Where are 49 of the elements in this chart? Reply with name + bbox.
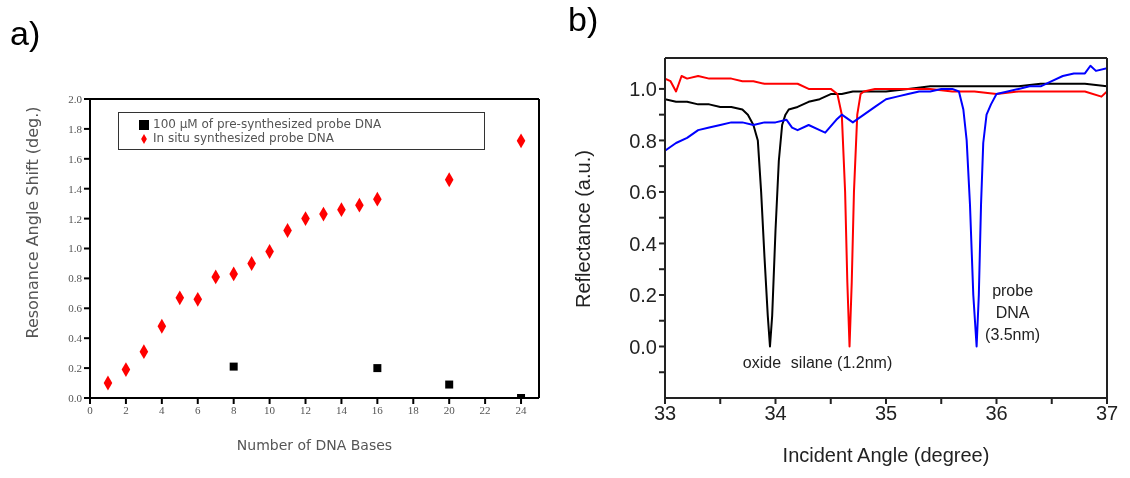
point <box>373 364 382 373</box>
y-tick-label: 0.2 <box>629 284 657 307</box>
y-tick-label: 1.0 <box>629 78 657 101</box>
y-axis-title: Resonance Angle Shift (deg.) <box>22 106 42 339</box>
y-tick-label: 2.0 <box>68 92 83 105</box>
y-tick-label: 0.0 <box>68 391 83 404</box>
x-tick-label: 8 <box>230 403 237 416</box>
y-tick-label: 0.6 <box>68 302 83 315</box>
annotation: oxide <box>742 354 782 372</box>
annotation: probe DNA (3.5nm) <box>985 282 1041 344</box>
annotation: silane (1.2nm) <box>790 354 893 372</box>
x-tick-label: 12 <box>300 403 312 416</box>
x-tick-label: 18 <box>407 403 420 416</box>
x-tick-label: 0 <box>87 403 94 416</box>
y-tick-label: 1.0 <box>68 242 83 255</box>
y-tick-label: 0.8 <box>68 272 83 285</box>
x-tick-label: 24 <box>515 403 528 416</box>
x-tick-label: 16 <box>371 403 384 416</box>
y-tick-label: 1.2 <box>68 212 82 225</box>
x-tick-label: 33 <box>653 402 677 425</box>
x-tick-label: 37 <box>1095 402 1119 425</box>
chart-title: b) <box>568 0 599 39</box>
y-tick-label: 0.6 <box>629 181 657 204</box>
y-tick-label: 0.0 <box>629 335 657 358</box>
y-tick-label: 1.6 <box>68 152 83 165</box>
y-tick-label: 0.2 <box>68 362 82 375</box>
x-tick-label: 20 <box>443 403 456 416</box>
y-tick-label: 0.4 <box>68 332 83 345</box>
x-tick-label: 34 <box>764 402 787 425</box>
x-tick-label: 22 <box>479 403 491 416</box>
x-tick-label: 6 <box>195 403 202 416</box>
chart-title: a) <box>10 14 41 53</box>
y-tick-label: 0.4 <box>629 232 657 255</box>
x-tick-label: 4 <box>159 403 166 416</box>
y-axis-title: Reflectance (a.u.) <box>572 150 595 308</box>
point <box>445 380 454 389</box>
x-tick-label: 36 <box>985 402 1008 425</box>
legend-label: 100 µM of pre-synthesized probe DNA <box>153 117 382 131</box>
x-axis-title: Incident Angle (degree) <box>782 444 990 466</box>
x-axis-title: Number of DNA Bases <box>236 437 393 453</box>
x-tick-label: 35 <box>874 402 898 425</box>
legend-label: In situ synthesized probe DNA <box>153 131 334 145</box>
x-tick-label: 14 <box>335 403 348 416</box>
x-tick-label: 10 <box>264 403 276 416</box>
y-tick-label: 1.8 <box>68 122 83 135</box>
point <box>229 362 238 371</box>
x-tick-label: 2 <box>123 403 129 416</box>
y-tick-label: 1.4 <box>68 182 83 195</box>
y-tick-label: 0.8 <box>629 129 657 152</box>
